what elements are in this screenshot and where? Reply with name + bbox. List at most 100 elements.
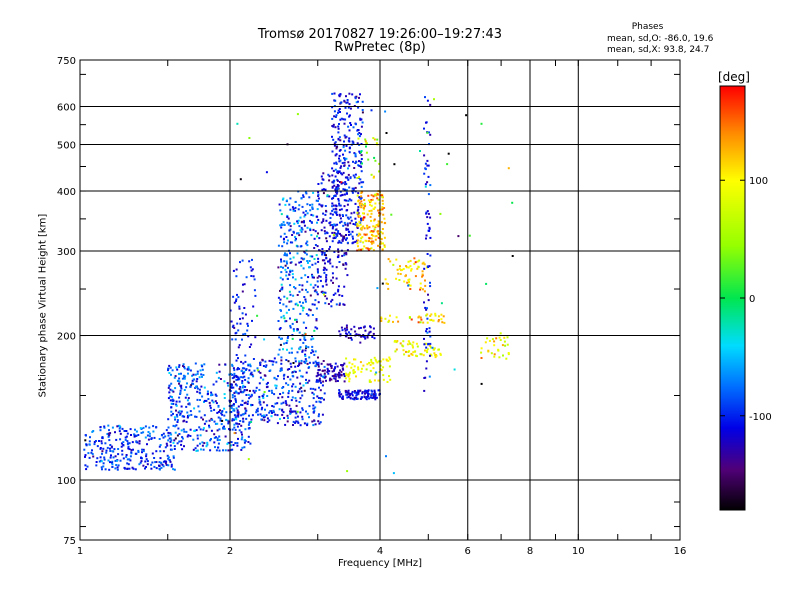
data-point	[364, 239, 367, 242]
data-point	[145, 466, 147, 468]
data-point	[343, 327, 346, 330]
data-point	[236, 293, 238, 296]
data-point	[314, 326, 317, 329]
data-point	[341, 396, 344, 398]
data-point	[487, 349, 490, 352]
data-point	[258, 398, 261, 401]
data-point	[248, 346, 251, 348]
data-point	[309, 229, 312, 232]
data-point	[100, 440, 103, 443]
data-point	[250, 343, 253, 346]
data-point	[193, 429, 196, 432]
data-point	[312, 424, 315, 427]
colorbar-band	[720, 497, 745, 499]
data-point	[337, 199, 340, 202]
data-point	[346, 101, 349, 104]
data-point	[324, 213, 327, 216]
data-point	[328, 222, 331, 225]
data-point	[201, 375, 203, 378]
data-point	[125, 455, 128, 458]
data-point	[506, 343, 509, 346]
data-point	[428, 229, 431, 232]
data-point	[384, 317, 387, 320]
data-point	[178, 396, 181, 399]
data-point	[490, 352, 493, 355]
data-point	[332, 125, 335, 128]
data-point	[424, 96, 426, 99]
data-point	[354, 97, 357, 100]
data-point	[383, 244, 386, 247]
data-point	[294, 410, 297, 413]
data-point	[241, 386, 244, 389]
data-point	[140, 460, 143, 463]
data-point	[209, 404, 212, 407]
data-point	[357, 137, 360, 140]
data-point	[146, 463, 149, 466]
data-point	[316, 245, 319, 248]
data-point	[374, 238, 377, 241]
data-point	[280, 260, 283, 263]
data-point	[377, 236, 380, 239]
colorbar-band	[720, 269, 745, 271]
colorbar-band	[720, 161, 745, 163]
colorbar-band	[720, 120, 745, 122]
data-point	[289, 410, 291, 413]
data-point	[159, 457, 162, 460]
data-point	[166, 454, 169, 457]
data-point	[347, 373, 350, 376]
colorbar-band	[720, 244, 745, 246]
data-point	[226, 442, 229, 445]
data-point	[308, 260, 311, 262]
data-point	[231, 338, 234, 341]
data-point	[235, 300, 237, 303]
data-point	[354, 330, 357, 333]
colorbar-band	[720, 160, 745, 162]
data-point	[343, 140, 345, 143]
data-point	[426, 265, 429, 268]
data-point	[167, 426, 170, 429]
colorbar-band	[720, 486, 745, 488]
data-point	[202, 374, 205, 376]
data-point	[347, 233, 350, 236]
data-point	[405, 266, 408, 269]
data-point	[170, 433, 173, 436]
colorbar-band	[720, 133, 745, 135]
data-point	[345, 183, 348, 185]
data-point	[298, 363, 301, 366]
colorbar-band	[720, 93, 745, 95]
data-point	[366, 247, 369, 250]
data-point	[330, 300, 333, 303]
colorbar-band	[720, 333, 745, 335]
data-point	[112, 456, 115, 459]
data-point	[119, 432, 122, 435]
data-point	[370, 240, 372, 243]
data-point	[283, 417, 286, 419]
data-point	[165, 429, 168, 432]
data-point	[316, 327, 319, 330]
data-point	[344, 329, 347, 332]
data-point	[340, 393, 343, 396]
data-point	[294, 278, 297, 281]
data-point	[317, 361, 320, 364]
data-point	[282, 314, 285, 317]
data-point	[289, 228, 292, 231]
colorbar-band	[720, 360, 745, 362]
colorbar-band	[720, 168, 745, 170]
data-point	[294, 236, 297, 239]
data-point	[287, 383, 290, 386]
data-point	[133, 433, 136, 436]
data-point	[356, 241, 359, 244]
colorbar-band	[720, 123, 745, 125]
data-point	[231, 448, 234, 451]
data-point	[165, 460, 168, 463]
data-point	[350, 199, 353, 202]
data-point	[216, 422, 219, 425]
data-point	[425, 121, 427, 124]
data-point	[301, 349, 304, 352]
data-point	[110, 445, 113, 448]
data-point	[227, 441, 230, 444]
data-point	[296, 252, 299, 255]
data-point	[291, 410, 294, 413]
data-point	[172, 424, 175, 427]
data-point	[233, 423, 236, 426]
